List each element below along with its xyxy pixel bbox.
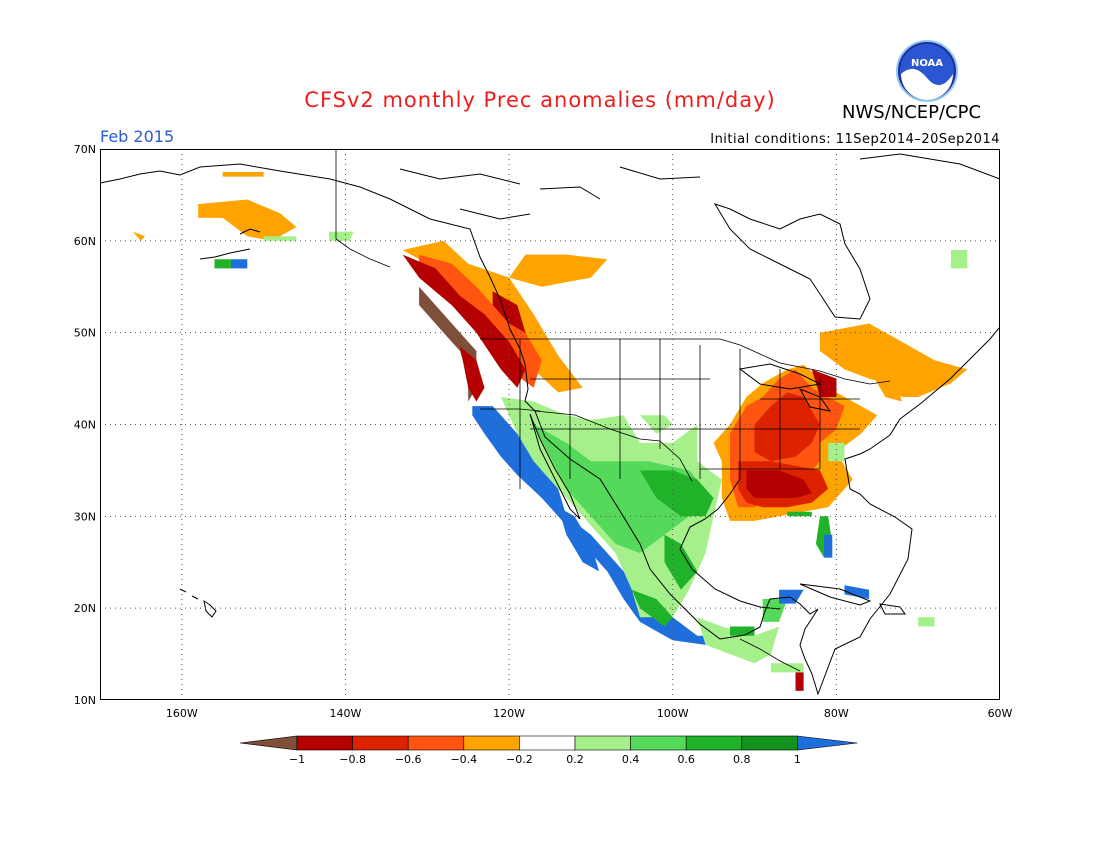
coastline-layer [100,153,1000,696]
anomaly-region-orange [509,254,608,287]
anomaly-region-lightgreen [697,617,780,664]
lat-tick-label: 60N [74,235,96,248]
anomaly-region-lightgreen [329,231,354,241]
legend-swatch [463,735,520,751]
anomaly-region-orange [222,172,264,177]
anomaly-region-blue [844,585,870,599]
gulf-coastline [679,478,781,610]
cuba-coastline [799,583,872,606]
anomaly-region-lightgreen [950,250,968,269]
state-borders [480,339,860,489]
precip-anomaly-map [100,149,1000,700]
political-borders [335,149,891,672]
noaa-logo: NOAA [896,40,958,102]
hispaniola-coastline [879,603,906,615]
chart-title: CFSv2 monthly Prec anomalies (mm/day) [304,88,776,112]
legend-swatch [296,735,353,751]
legend-tick-label: −0.8 [339,753,366,766]
anomaly-region-midgreen [787,511,812,517]
legend-tick-label: 0.4 [622,753,640,766]
lat-tick-label: 10N [74,694,96,707]
anomaly-region-darkred [746,470,812,498]
anomaly-region-blue [472,406,722,645]
anomaly-region-orange [869,369,902,402]
lon-tick-label: 160W [166,707,198,720]
anomaly-region-lightgreen [918,617,935,627]
legend-swatch [519,735,576,751]
lon-tick-label: 120W [493,707,525,720]
noaa-logo-text: NOAA [911,58,943,69]
anomaly-region-midgreen [640,470,714,517]
anomaly-region-blue [779,589,804,604]
lat-tick-label: 20N [74,602,96,615]
aleutian-islands [199,228,261,260]
legend-swatch [741,735,798,751]
anomaly-region-orange [198,199,297,241]
legend-tick-label: −0.4 [450,753,477,766]
anomaly-fill-layer [132,172,968,691]
anomaly-region-lightgreen [828,442,845,462]
us-mexico-border [534,410,693,482]
lon-tick-label: 80W [824,707,849,720]
hudson-bay-coastline [713,203,871,320]
baja-coastline [529,413,581,520]
anomaly-region-lightgreen [263,236,297,241]
legend-swatch-arrow-high [797,735,858,751]
anomaly-region-darkred [460,346,485,402]
anomaly-region-brown [419,286,477,402]
legend-tick-label: 0.2 [566,753,584,766]
lon-tick-label: 60W [988,707,1013,720]
anomaly-region-green [533,424,706,554]
anomaly-region-blue [558,507,600,572]
anomaly-region-darkred [811,369,837,397]
legend-swatch [685,735,743,751]
agency-label: NWS/NCEP/CPC [842,102,982,123]
legend-swatch [630,735,687,751]
anomaly-region-orange [820,323,968,397]
legend-tick-label: −0.2 [506,753,533,766]
greenland-coastline [859,153,1000,180]
anomaly-region-blue [230,259,248,269]
anomaly-region-red [754,392,820,462]
legend-tick-label: 0.8 [733,753,751,766]
legend-swatch-arrow-low [240,735,298,751]
north-america-coastline [100,163,1000,696]
lon-tick-label: 100W [657,707,689,720]
initial-conditions: Initial conditions: 11Sep2014–20Sep2014 [710,132,1000,147]
anomaly-region-midgreen [631,589,673,627]
anomaly-region-lightgreen [770,663,804,673]
anomaly-region-midgreen [664,534,698,590]
legend-swatch [574,735,631,751]
alaska-canada-border [335,149,391,268]
anomaly-region-darkred [795,672,804,691]
lat-tick-label: 40N [74,419,96,432]
arctic-islands [399,166,701,220]
lat-tick-label: 50N [74,327,96,340]
anomaly-region-blue [824,534,833,558]
legend-tick-label: 0.6 [677,753,695,766]
legend-swatch [407,735,465,751]
hawaii-islands [179,588,217,618]
us-canada-border [480,338,891,385]
lat-tick-label: 30N [74,510,96,523]
legend-swatch [352,735,409,751]
anomaly-region-darkred [402,254,526,388]
anomaly-region-orange [132,231,145,241]
lat-lon-grid [100,149,1000,700]
legend-tick-label: 1 [794,753,801,766]
anomaly-region-midgreen [214,259,231,269]
lat-tick-label: 70N [74,143,96,156]
legend-tick-label: −0.6 [395,753,422,766]
central-america-borders [739,638,801,672]
lon-tick-label: 140W [330,707,362,720]
forecast-month: Feb 2015 [100,127,175,146]
legend-tick-label: −1 [289,753,305,766]
anomaly-region-green [762,599,788,622]
color-legend: −1 −0.8 −0.6 −0.4 −0.2 0.2 0.4 0.6 0.8 1 [240,735,858,766]
